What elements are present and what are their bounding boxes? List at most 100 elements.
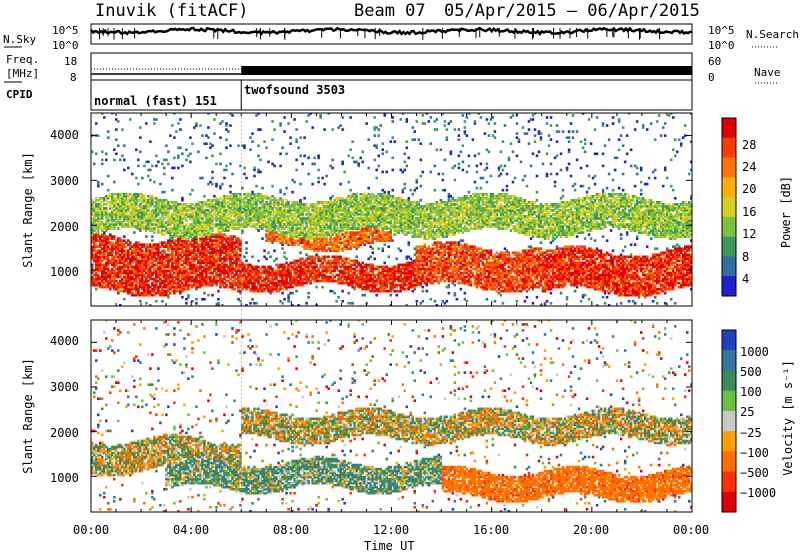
data-cell [219, 253, 222, 257]
data-cell [287, 263, 290, 267]
data-cell [217, 229, 220, 232]
data-cell [227, 217, 230, 220]
data-cell [285, 261, 288, 265]
data-cell [217, 223, 220, 226]
data-cell [233, 225, 236, 228]
data-cell [185, 241, 188, 244]
data-cell [201, 211, 204, 214]
data-cell [331, 158, 334, 162]
data-cell [259, 209, 262, 212]
data-cell [153, 283, 156, 287]
data-cell [245, 219, 248, 222]
data-cell [263, 287, 266, 291]
data-cell [231, 205, 234, 208]
data-cell [321, 263, 324, 267]
data-cell [243, 221, 246, 224]
data-cell [237, 211, 240, 214]
data-cell [221, 182, 224, 186]
data-cell [155, 118, 158, 121]
data-cell [183, 257, 186, 261]
data-cell [241, 205, 244, 208]
data-cell [97, 209, 100, 212]
data-cell [93, 221, 96, 224]
data-cell [357, 275, 360, 279]
data-cell [195, 205, 198, 208]
data-cell [225, 245, 228, 249]
data-cell [115, 211, 118, 214]
data-cell [243, 219, 246, 222]
data-cell [249, 265, 252, 269]
data-cell [303, 269, 306, 273]
data-cell [351, 194, 354, 198]
data-cell [341, 241, 344, 244]
data-cell [211, 239, 214, 242]
data-cell [165, 271, 168, 275]
data-cell [179, 237, 182, 240]
data-cell [131, 251, 134, 255]
data-cell [91, 213, 94, 216]
data-cell [339, 219, 342, 222]
data-cell [143, 289, 146, 293]
data-cell [183, 225, 186, 228]
data-cell [181, 225, 184, 228]
data-cell [193, 207, 196, 210]
data-cell [101, 251, 104, 255]
data-cell [179, 207, 182, 210]
data-cell [103, 116, 106, 119]
data-cell [233, 209, 236, 212]
data-cell [91, 223, 94, 226]
data-cell [159, 281, 162, 285]
data-cell [281, 235, 284, 238]
data-cell [335, 227, 338, 230]
data-cell [187, 253, 190, 257]
data-cell [181, 241, 184, 244]
data-cell [173, 233, 176, 236]
data-cell [219, 281, 222, 285]
data-cell [99, 255, 102, 259]
data-cell [191, 142, 194, 146]
data-cell [303, 243, 306, 247]
data-cell [247, 200, 250, 204]
data-cell [169, 277, 172, 281]
data-cell [201, 176, 204, 180]
data-cell [267, 213, 270, 216]
data-cell [333, 265, 336, 269]
data-cell [335, 267, 338, 271]
data-cell [179, 257, 182, 261]
data-cell [259, 277, 262, 281]
data-cell [365, 219, 368, 222]
data-cell [255, 223, 258, 226]
data-cell [153, 211, 156, 214]
data-cell [291, 237, 294, 240]
data-cell [299, 217, 302, 220]
data-cell [331, 219, 334, 222]
data-cell [269, 225, 272, 228]
data-cell [183, 202, 186, 206]
data-cell [265, 196, 268, 200]
data-cell [333, 241, 336, 244]
data-cell [239, 283, 242, 287]
data-cell [177, 267, 180, 271]
data-cell [229, 239, 232, 242]
data-cell [267, 251, 270, 255]
data-cell [329, 279, 332, 283]
data-cell [211, 281, 214, 285]
data-cell [237, 239, 240, 242]
data-cell [235, 198, 238, 202]
data-cell [325, 231, 328, 234]
data-cell [103, 235, 106, 238]
data-cell [293, 229, 296, 232]
data-cell [139, 192, 142, 196]
data-cell [139, 251, 142, 255]
data-cell [241, 283, 244, 287]
data-cell [309, 231, 312, 234]
data-cell [201, 279, 204, 283]
data-cell [223, 196, 226, 200]
data-cell [179, 263, 182, 267]
data-cell [341, 269, 344, 273]
data-cell [241, 285, 244, 289]
data-cell [337, 231, 340, 234]
data-cell [337, 279, 340, 283]
data-cell [213, 207, 216, 210]
data-cell [269, 219, 272, 222]
